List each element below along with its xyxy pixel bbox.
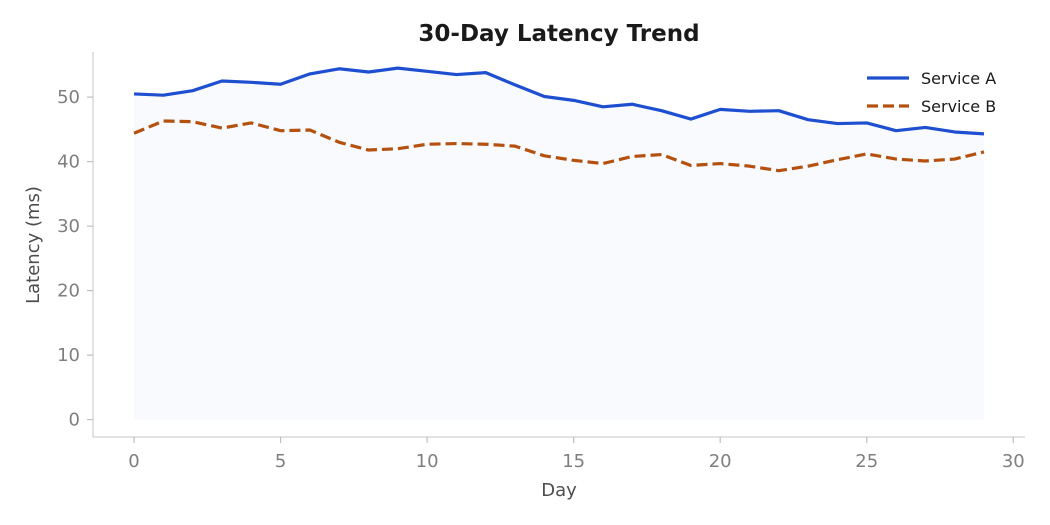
legend-label-service-b: Service B <box>921 97 996 116</box>
area-fill-service-a <box>134 68 984 420</box>
x-tick-label: 30 <box>1002 451 1025 472</box>
legend: Service A Service B <box>867 69 996 116</box>
y-tick-label: 20 <box>57 281 80 302</box>
x-tick-label: 20 <box>709 451 732 472</box>
x-tick-label: 0 <box>128 451 139 472</box>
y-tick-label: 50 <box>57 87 80 108</box>
axes <box>92 52 1025 438</box>
x-axis-label: Day <box>541 480 577 501</box>
series-lines <box>133 66 985 173</box>
x-tick-label: 10 <box>416 451 439 472</box>
x-tick-label: 5 <box>275 451 286 472</box>
x-ticks: 0 5 10 15 20 25 30 <box>128 437 1025 472</box>
y-axis-label: Latency (ms) <box>23 186 44 304</box>
y-ticks: 0 10 20 30 40 50 <box>57 87 93 431</box>
area-fill-layer <box>134 68 984 420</box>
legend-label-service-a: Service A <box>921 69 996 88</box>
series-line-service-b <box>133 119 985 173</box>
y-tick-label: 40 <box>57 152 80 173</box>
y-tick-label: 10 <box>57 345 80 366</box>
y-tick-label: 0 <box>69 410 80 431</box>
x-tick-label: 15 <box>562 451 585 472</box>
series-line-service-a <box>133 66 985 136</box>
x-tick-label: 25 <box>855 451 878 472</box>
chart-title: 30-Day Latency Trend <box>418 21 699 47</box>
y-tick-label: 30 <box>57 216 80 237</box>
